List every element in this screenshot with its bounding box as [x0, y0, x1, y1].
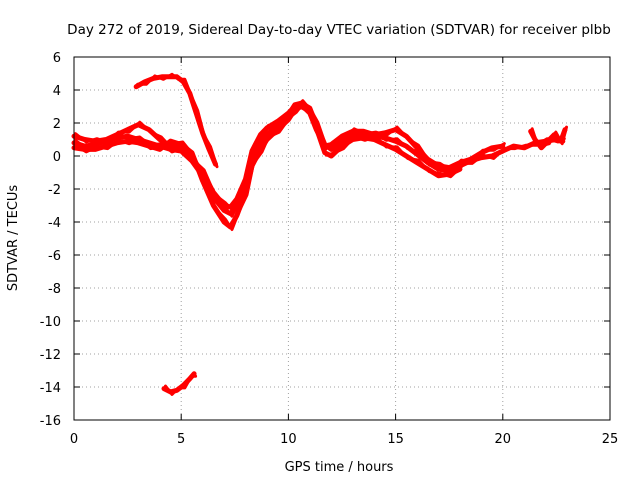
- series-line-jitter: [136, 72, 219, 169]
- series-track-a: [71, 99, 566, 218]
- series-track-b: [71, 100, 506, 212]
- series-track-e: [161, 371, 198, 396]
- y-tick-label: -2: [48, 183, 61, 198]
- y-tick-label: -8: [48, 282, 61, 297]
- y-tick-label: -12: [40, 348, 61, 363]
- series-line-jitter: [74, 102, 463, 231]
- series-group: [71, 72, 568, 396]
- series-line-jitter: [74, 100, 506, 212]
- x-axis-label: GPS time / hours: [285, 460, 394, 475]
- series-line: [71, 104, 463, 230]
- y-tick-label: 4: [53, 84, 61, 99]
- series-line-jitter: [74, 99, 566, 218]
- y-tick-label: -4: [48, 216, 61, 231]
- y-tick-label: -14: [40, 381, 61, 396]
- grid: [74, 57, 610, 420]
- y-tick-label: -10: [40, 315, 61, 330]
- y-tick-label: -16: [40, 414, 61, 429]
- axis-ticks: 0 5 10 15 20 25 -16 -14 -12 -10 -8 -6 -4 -2 0 2 4 6: [40, 51, 619, 447]
- x-tick-label: 10: [280, 432, 297, 447]
- x-tick-label: 25: [602, 432, 619, 447]
- y-tick-label: 0: [53, 150, 61, 165]
- x-tick-label: 15: [387, 432, 404, 447]
- series-track-c: [71, 102, 463, 231]
- series-line-jitter: [164, 374, 198, 396]
- chart-title: Day 272 of 2019, Sidereal Day-to-day VTE…: [67, 22, 611, 38]
- y-tick-label: 2: [53, 117, 61, 132]
- series-track-f: [528, 125, 568, 151]
- x-tick-label: 0: [70, 432, 78, 447]
- y-tick-label: 6: [53, 51, 61, 66]
- plot-frame: [73, 56, 611, 421]
- series-track-d: [133, 72, 219, 169]
- y-axis-label: SDTVAR / TECUs: [6, 185, 21, 292]
- x-tick-label: 20: [495, 432, 512, 447]
- x-tick-label: 5: [177, 432, 185, 447]
- y-tick-label: -6: [48, 249, 61, 264]
- series-line-jitter: [530, 125, 568, 147]
